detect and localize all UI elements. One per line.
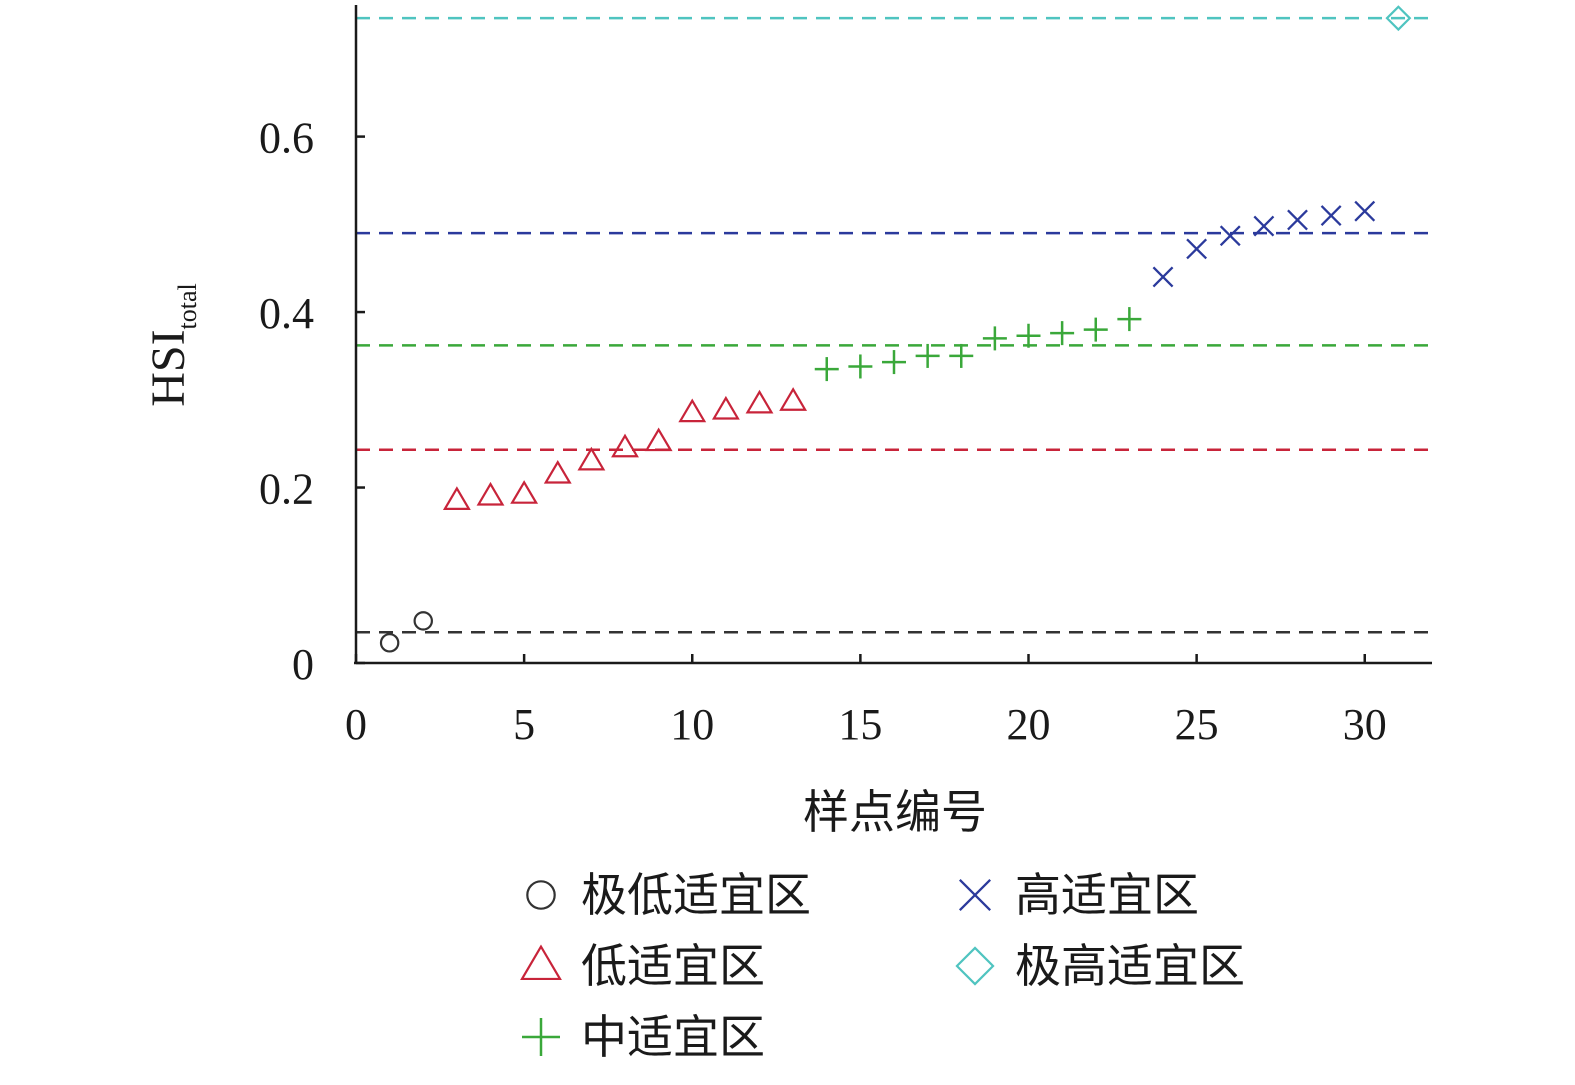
data-point-plus bbox=[848, 354, 873, 379]
data-point-triangle bbox=[611, 433, 639, 458]
data-point-x bbox=[1152, 266, 1174, 288]
legend-marker-triangle bbox=[520, 944, 562, 981]
data-point-plus bbox=[982, 326, 1007, 351]
data-point-diamond bbox=[1385, 5, 1412, 32]
data-point-triangle bbox=[510, 480, 539, 504]
y-tick-label: 0.2 bbox=[259, 465, 314, 514]
data-point-triangle bbox=[442, 486, 471, 510]
legend-marker-diamond bbox=[955, 946, 995, 986]
y-tick-label: 0.4 bbox=[259, 289, 314, 338]
legend-label: 中适宜区 bbox=[581, 1010, 765, 1064]
y-axis-title-subscript: total bbox=[173, 283, 202, 329]
ticks: 0 5 10 15 20 25 30 0 0.2 0.4 0.6 bbox=[259, 114, 1387, 749]
data-point-plus bbox=[1083, 317, 1108, 342]
y-tick-label: 0 bbox=[292, 640, 314, 689]
data-point-plus bbox=[814, 357, 839, 382]
data-point-triangle bbox=[678, 398, 707, 423]
data-point-plus bbox=[882, 350, 906, 375]
data-point-plus bbox=[1016, 323, 1041, 348]
y-tick-label: 0.6 bbox=[259, 114, 314, 163]
data-point-plus bbox=[915, 343, 940, 368]
data-point-plus bbox=[1117, 307, 1142, 332]
y-axis-title-main: HSI bbox=[142, 329, 195, 406]
x-tick-label: 15 bbox=[838, 700, 882, 749]
x-tick-label: 30 bbox=[1343, 700, 1387, 749]
data-point-x bbox=[1253, 215, 1275, 237]
data-point-triangle bbox=[577, 446, 606, 471]
legend-label: 极高适宜区 bbox=[1015, 939, 1245, 993]
x-tick-label: 0 bbox=[345, 700, 367, 749]
data-point-x bbox=[1219, 225, 1241, 247]
data-point-triangle bbox=[476, 481, 505, 506]
data-point-x bbox=[1320, 205, 1342, 226]
data-point-triangle bbox=[711, 395, 740, 420]
data-point-plus bbox=[949, 343, 974, 368]
data-point-triangle bbox=[779, 387, 808, 411]
data-point-plus bbox=[1050, 321, 1075, 346]
data-point-x bbox=[1186, 238, 1208, 260]
legend-label: 高适宜区 bbox=[1015, 868, 1199, 922]
data-point-circle bbox=[379, 633, 400, 653]
x-tick-label: 20 bbox=[1007, 700, 1051, 749]
svg-text:HSItotal: HSItotal bbox=[142, 283, 202, 407]
x-tick-label: 25 bbox=[1175, 700, 1219, 749]
threshold-lines bbox=[356, 16, 1432, 634]
data-point-triangle bbox=[745, 389, 774, 414]
data-point-triangle bbox=[644, 427, 673, 452]
data-point-x bbox=[1354, 200, 1376, 222]
y-axis-title: HSItotal bbox=[142, 283, 202, 407]
legend-label: 低适宜区 bbox=[581, 939, 765, 993]
data-point-circle bbox=[413, 611, 433, 631]
x-tick-label: 10 bbox=[670, 700, 714, 749]
legend-marker-plus bbox=[522, 1018, 560, 1056]
x-axis-title: 样点编号 bbox=[803, 785, 987, 839]
axes bbox=[354, 5, 1432, 665]
data-point-x bbox=[1287, 209, 1308, 231]
legend-marker-circle bbox=[526, 880, 556, 910]
data-point-triangle bbox=[543, 459, 572, 484]
data-markers bbox=[379, 5, 1412, 653]
x-tick-label: 5 bbox=[513, 700, 535, 749]
legend-label: 极低适宜区 bbox=[581, 868, 811, 922]
legend-marker-x bbox=[958, 878, 992, 912]
